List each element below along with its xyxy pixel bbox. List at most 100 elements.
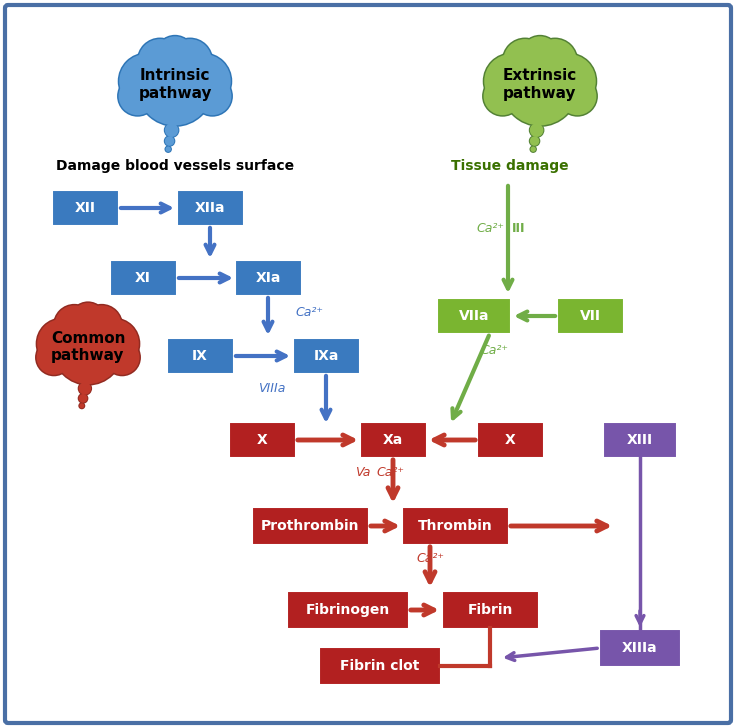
Text: XIIa: XIIa — [195, 201, 225, 215]
Text: Ca²⁺: Ca²⁺ — [295, 306, 323, 320]
Circle shape — [79, 382, 91, 395]
Circle shape — [165, 136, 174, 146]
FancyBboxPatch shape — [603, 422, 677, 458]
Circle shape — [164, 146, 172, 153]
Circle shape — [482, 76, 523, 116]
FancyBboxPatch shape — [235, 260, 302, 296]
FancyBboxPatch shape — [166, 338, 233, 374]
FancyBboxPatch shape — [177, 190, 244, 226]
FancyBboxPatch shape — [228, 422, 295, 458]
Circle shape — [155, 35, 196, 76]
Circle shape — [483, 52, 540, 110]
Circle shape — [542, 54, 595, 108]
FancyBboxPatch shape — [5, 5, 731, 723]
Circle shape — [164, 122, 180, 138]
Text: Prothrombin: Prothrombin — [261, 519, 359, 533]
Circle shape — [79, 394, 88, 403]
Circle shape — [53, 304, 96, 347]
Circle shape — [194, 77, 231, 115]
Circle shape — [164, 135, 175, 147]
Circle shape — [118, 52, 175, 110]
Circle shape — [78, 393, 88, 404]
Circle shape — [37, 340, 71, 375]
Circle shape — [192, 76, 233, 116]
Circle shape — [54, 305, 94, 345]
Text: Ca²⁺: Ca²⁺ — [476, 221, 504, 234]
Text: Ca²⁺: Ca²⁺ — [480, 344, 508, 357]
Circle shape — [169, 39, 212, 82]
Circle shape — [501, 49, 579, 127]
Text: Ca²⁺: Ca²⁺ — [416, 552, 444, 564]
Circle shape — [82, 305, 121, 345]
Circle shape — [117, 76, 158, 116]
Text: IXa: IXa — [314, 349, 339, 363]
FancyBboxPatch shape — [287, 591, 409, 629]
Text: Damage blood vessels surface: Damage blood vessels surface — [56, 159, 294, 173]
Text: Va: Va — [355, 465, 370, 478]
Text: XIa: XIa — [255, 271, 280, 285]
Circle shape — [35, 317, 88, 370]
Text: VIIIa: VIIIa — [258, 381, 285, 395]
Circle shape — [37, 319, 87, 368]
Circle shape — [137, 38, 183, 84]
Circle shape — [136, 49, 214, 127]
Circle shape — [175, 52, 233, 110]
Text: Xa: Xa — [383, 433, 403, 447]
Text: VII: VII — [579, 309, 601, 323]
Text: Thrombin: Thrombin — [417, 519, 492, 533]
Circle shape — [118, 77, 157, 115]
Text: Fibrin: Fibrin — [467, 603, 513, 617]
Circle shape — [484, 77, 522, 115]
FancyBboxPatch shape — [599, 629, 681, 667]
Circle shape — [88, 317, 141, 370]
Circle shape — [78, 403, 85, 409]
FancyBboxPatch shape — [319, 647, 441, 685]
Circle shape — [138, 39, 182, 82]
Circle shape — [69, 301, 107, 339]
Circle shape — [79, 403, 85, 408]
Circle shape — [528, 135, 540, 147]
Circle shape — [166, 38, 213, 84]
Text: XII: XII — [74, 201, 96, 215]
Circle shape — [528, 122, 545, 138]
Circle shape — [166, 146, 171, 152]
Circle shape — [531, 38, 578, 84]
Circle shape — [521, 36, 559, 74]
FancyBboxPatch shape — [252, 507, 369, 545]
Circle shape — [529, 146, 537, 153]
Circle shape — [503, 39, 547, 82]
FancyBboxPatch shape — [437, 298, 511, 334]
Circle shape — [165, 123, 178, 137]
Circle shape — [105, 340, 139, 375]
Circle shape — [54, 316, 122, 384]
FancyBboxPatch shape — [292, 338, 359, 374]
Circle shape — [484, 54, 539, 108]
Text: Tissue damage: Tissue damage — [451, 159, 569, 173]
Text: VIIa: VIIa — [459, 309, 489, 323]
Text: X: X — [505, 433, 515, 447]
Circle shape — [156, 36, 194, 74]
Circle shape — [520, 35, 561, 76]
Circle shape — [103, 339, 141, 376]
FancyBboxPatch shape — [442, 591, 539, 629]
Circle shape — [559, 77, 596, 115]
Circle shape — [533, 39, 577, 82]
FancyBboxPatch shape — [110, 260, 177, 296]
Text: XI: XI — [135, 271, 151, 285]
Circle shape — [138, 51, 213, 125]
Circle shape — [503, 51, 578, 125]
FancyBboxPatch shape — [52, 190, 118, 226]
Circle shape — [530, 123, 543, 137]
Circle shape — [89, 319, 139, 368]
Text: IX: IX — [192, 349, 208, 363]
Circle shape — [80, 304, 123, 347]
Circle shape — [52, 314, 124, 386]
Text: X: X — [257, 433, 267, 447]
Circle shape — [119, 54, 174, 108]
FancyBboxPatch shape — [556, 298, 623, 334]
Text: Common
pathway: Common pathway — [51, 331, 125, 363]
Text: XIII: XIII — [627, 433, 653, 447]
Circle shape — [540, 52, 597, 110]
Circle shape — [71, 303, 105, 338]
Text: Extrinsic
pathway: Extrinsic pathway — [503, 68, 577, 100]
